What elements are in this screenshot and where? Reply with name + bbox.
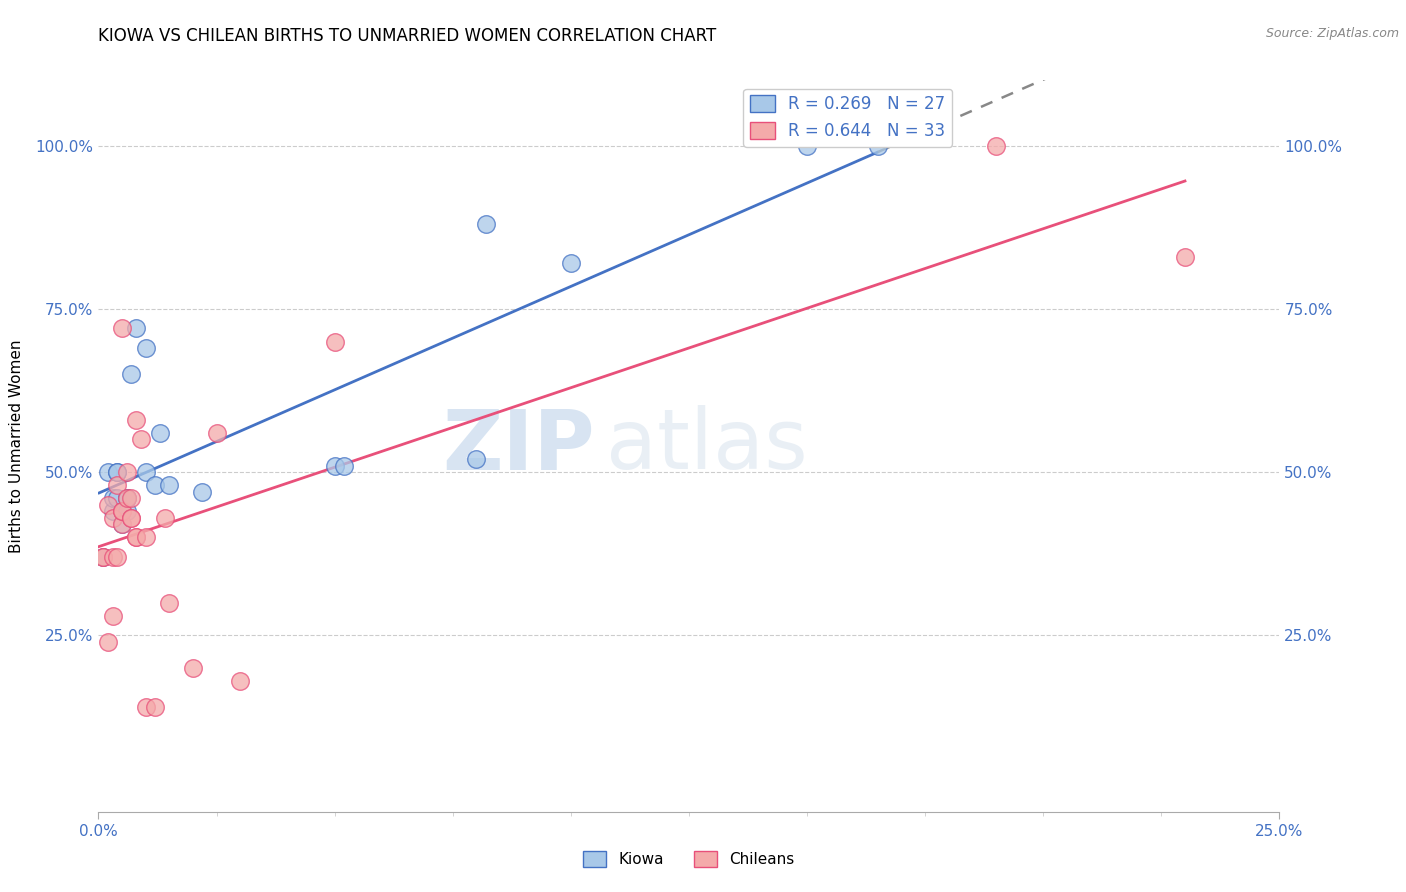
- Point: [105, 465, 128, 479]
- Point: [149, 425, 172, 440]
- Point: [205, 425, 228, 440]
- Point: [97, 465, 120, 479]
- Text: ZIP: ZIP: [441, 406, 595, 486]
- Point: [111, 504, 134, 518]
- Point: [111, 504, 134, 518]
- Point: [121, 367, 143, 381]
- Point: [115, 465, 138, 479]
- Point: [91, 549, 114, 564]
- Point: [125, 413, 148, 427]
- Point: [111, 517, 134, 532]
- Point: [115, 491, 138, 506]
- Point: [111, 321, 134, 335]
- Point: [465, 452, 488, 467]
- Point: [560, 256, 582, 270]
- Point: [135, 465, 157, 479]
- Point: [97, 498, 120, 512]
- Text: atlas: atlas: [606, 406, 808, 486]
- Point: [157, 478, 180, 492]
- Text: Source: ZipAtlas.com: Source: ZipAtlas.com: [1265, 27, 1399, 40]
- Point: [323, 334, 346, 349]
- Point: [105, 491, 128, 506]
- Point: [115, 491, 138, 506]
- Point: [105, 478, 128, 492]
- Point: [129, 433, 152, 447]
- Point: [135, 530, 157, 544]
- Point: [181, 661, 204, 675]
- Point: [125, 530, 148, 544]
- Point: [115, 491, 138, 506]
- Point: [323, 458, 346, 473]
- Point: [143, 700, 166, 714]
- Point: [984, 138, 1007, 153]
- Point: [121, 511, 143, 525]
- Point: [125, 530, 148, 544]
- Point: [1174, 250, 1197, 264]
- Point: [101, 504, 124, 518]
- Point: [101, 511, 124, 525]
- Point: [153, 511, 176, 525]
- Point: [475, 217, 498, 231]
- Point: [101, 608, 124, 623]
- Point: [115, 504, 138, 518]
- Point: [796, 138, 818, 153]
- Point: [121, 491, 143, 506]
- Point: [111, 504, 134, 518]
- Point: [91, 549, 114, 564]
- Point: [101, 491, 124, 506]
- Point: [143, 478, 166, 492]
- Point: [121, 511, 143, 525]
- Point: [229, 674, 252, 689]
- Point: [135, 700, 157, 714]
- Point: [135, 341, 157, 355]
- Point: [105, 465, 128, 479]
- Point: [866, 138, 889, 153]
- Text: KIOWA VS CHILEAN BIRTHS TO UNMARRIED WOMEN CORRELATION CHART: KIOWA VS CHILEAN BIRTHS TO UNMARRIED WOM…: [98, 27, 717, 45]
- Point: [101, 549, 124, 564]
- Point: [191, 484, 214, 499]
- Legend: Kiowa, Chileans: Kiowa, Chileans: [576, 846, 801, 873]
- Point: [97, 635, 120, 649]
- Point: [111, 517, 134, 532]
- Point: [91, 549, 114, 564]
- Point: [125, 321, 148, 335]
- Point: [333, 458, 356, 473]
- Y-axis label: Births to Unmarried Women: Births to Unmarried Women: [10, 339, 24, 553]
- Point: [105, 549, 128, 564]
- Point: [157, 596, 180, 610]
